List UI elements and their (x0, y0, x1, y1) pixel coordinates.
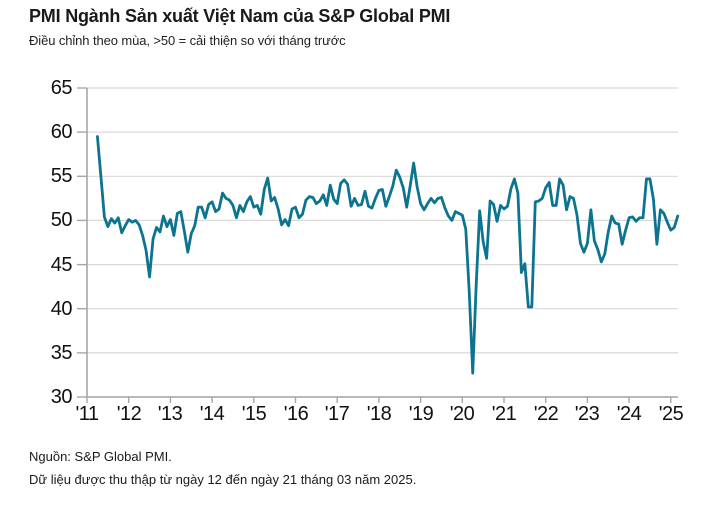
x-axis-tick-label: '19 (408, 403, 434, 425)
chart-title: PMI Ngành Sản xuất Việt Nam của S&P Glob… (29, 6, 451, 26)
x-axis-tick-label: '20 (449, 403, 475, 425)
y-axis-tick-label: 60 (50, 121, 73, 143)
x-axis-tick-label: '22 (533, 403, 559, 425)
y-axis-tick-label: 45 (50, 254, 73, 276)
data-collection-note: Dữ liệu được thu thập từ ngày 12 đến ngà… (29, 472, 417, 487)
x-axis-tick-label: '18 (366, 403, 392, 425)
y-axis-tick-label: 65 (50, 77, 73, 99)
y-axis-tick-label: 50 (50, 209, 73, 231)
x-axis-tick-label: '24 (616, 403, 642, 425)
y-axis-tick-label: 35 (50, 342, 73, 364)
source-note: Nguồn: S&P Global PMI. (29, 449, 172, 464)
pmi-series-line (96, 135, 680, 375)
x-axis-tick-label: '13 (157, 403, 183, 425)
axes (77, 87, 678, 403)
chart-subtitle: Điều chỉnh theo mùa, >50 = cải thiện so … (29, 33, 346, 48)
x-axis-tick-label: '14 (199, 403, 225, 425)
x-axis-tick-label: '12 (116, 403, 142, 425)
y-axis-tick-label: 55 (50, 165, 73, 187)
x-axis-tick-label: '17 (324, 403, 350, 425)
y-axis-tick-label: 40 (50, 298, 73, 320)
x-axis-tick-label: '25 (658, 403, 684, 425)
y-axis-tick-label: 30 (50, 386, 73, 408)
x-axis-tick-label: '21 (491, 403, 517, 425)
x-axis-tick-label: '15 (241, 403, 267, 425)
x-axis-tick-label: '16 (283, 403, 309, 425)
x-axis-tick-label: '11 (75, 403, 99, 425)
gridlines (87, 87, 678, 398)
x-axis-tick-label: '23 (574, 403, 600, 425)
